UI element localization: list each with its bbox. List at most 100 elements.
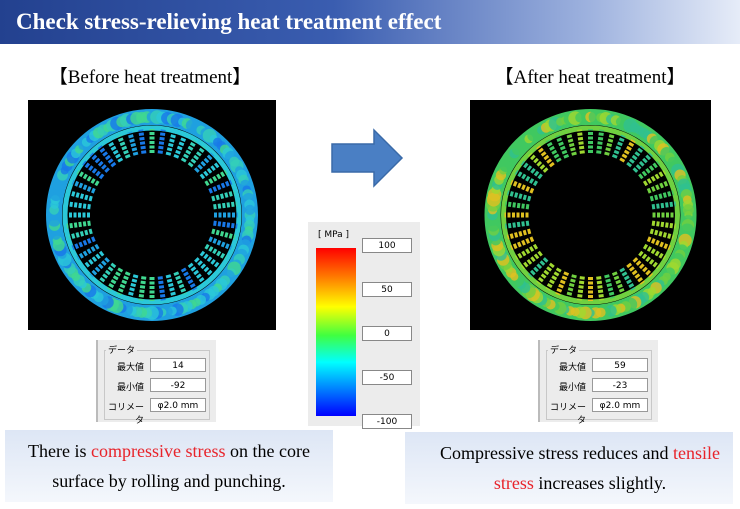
tooth: [211, 190, 236, 202]
tooth: [504, 220, 530, 229]
tooth: [208, 236, 233, 251]
tooth: [545, 267, 562, 291]
tooth: [604, 274, 616, 299]
arrow: [331, 128, 404, 188]
tooth: [127, 131, 139, 156]
tooth: [576, 129, 585, 154]
caption-text: on the core surface by rolling and punch…: [52, 441, 310, 491]
tooth: [89, 152, 110, 173]
tooth: [76, 243, 100, 261]
tooth: [211, 228, 236, 240]
tooth: [180, 139, 198, 163]
tooth: [199, 250, 222, 270]
tooth: [642, 169, 667, 187]
tooth: [536, 145, 555, 168]
tooth: [204, 169, 228, 187]
data-row: コリメータ φ2.0 mm: [550, 398, 650, 426]
tooth: [213, 220, 238, 229]
tick-label: 50: [362, 282, 412, 297]
panel-box: [546, 350, 652, 420]
tooth: [97, 145, 117, 168]
row-value: 59: [592, 358, 648, 372]
tooth: [514, 243, 539, 261]
tooth: [68, 228, 93, 240]
tooth: [649, 228, 675, 240]
tick-label: 100: [362, 238, 412, 253]
tooth: [596, 276, 605, 301]
row-value: -23: [592, 378, 648, 392]
tooth: [545, 139, 562, 163]
row-label: 最小値: [558, 383, 586, 393]
row-value: -92: [150, 378, 206, 392]
tooth: [638, 160, 661, 180]
tooth: [642, 243, 667, 261]
tooth: [187, 145, 207, 168]
tooth: [76, 169, 100, 187]
tooth: [520, 250, 543, 270]
inner-ring: [501, 125, 680, 305]
tooth: [555, 271, 570, 296]
tooth: [165, 131, 177, 156]
tooth: [632, 257, 654, 278]
ring-speck: [244, 204, 256, 216]
tooth: [66, 220, 91, 229]
stress-map: [470, 100, 711, 330]
tooth: [527, 257, 549, 278]
tooth: [116, 134, 131, 159]
tooth: [626, 262, 645, 285]
tooth: [180, 267, 198, 291]
tick-label: -100: [362, 414, 412, 429]
highlight-text: tensile stress: [493, 443, 720, 493]
row-label: コリメータ: [108, 403, 145, 426]
tooth: [208, 179, 233, 194]
tooth: [204, 243, 228, 261]
tooth: [173, 271, 188, 296]
ring-speck: [682, 204, 694, 216]
tooth: [626, 145, 645, 168]
tooth: [506, 228, 532, 240]
tick-label: 0: [362, 326, 412, 341]
data-row: 最大値 59: [550, 358, 650, 374]
tooth: [632, 152, 654, 173]
stress-map: [28, 100, 276, 330]
tooth: [619, 267, 636, 291]
tooth: [71, 236, 96, 251]
tooth: [187, 262, 207, 285]
row-value: φ2.0 mm: [592, 398, 648, 412]
color-gradient: [316, 248, 356, 416]
caption: There is compressive stress on the core …: [5, 430, 333, 502]
row-label: 最大値: [116, 363, 144, 373]
tooth: [68, 190, 93, 202]
tick-label: -50: [362, 370, 412, 385]
tooth: [520, 160, 543, 180]
row-value: 14: [150, 358, 206, 372]
tooth: [596, 129, 605, 154]
tooth: [213, 201, 238, 210]
data-row: コリメータ φ2.0 mm: [108, 398, 208, 426]
data-panel: データ最大値 14 最小値 -92 コリメータ φ2.0 mm: [96, 340, 216, 426]
tooth: [504, 201, 530, 210]
tooth: [157, 276, 166, 301]
data-row: 最大値 14: [108, 358, 208, 374]
tooth: [651, 220, 677, 229]
tooth: [649, 190, 675, 202]
caption-text: There is: [28, 441, 92, 461]
row-value: φ2.0 mm: [150, 398, 206, 412]
tooth: [127, 274, 139, 299]
tooth: [536, 262, 555, 285]
tooth: [165, 274, 177, 299]
unit-label: [ MPa ]: [318, 230, 350, 240]
tooth: [576, 276, 585, 301]
tooth: [514, 169, 539, 187]
tooth: [611, 271, 626, 296]
tooth: [106, 139, 124, 163]
tooth: [646, 179, 671, 194]
tooth: [611, 134, 626, 159]
color-bar: [ MPa ] 100 50 0 -50 -100: [308, 222, 420, 429]
panel-heading: データ: [106, 343, 138, 356]
tooth: [510, 236, 535, 251]
tooth: [116, 271, 131, 296]
tooth: [173, 134, 188, 159]
row-label: 最小値: [116, 383, 144, 393]
tooth: [71, 179, 96, 194]
